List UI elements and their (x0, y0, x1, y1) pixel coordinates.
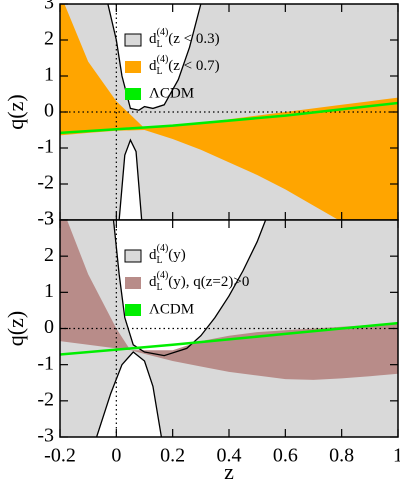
legend-base: d (149, 58, 157, 74)
boundary-line (107, 4, 202, 111)
boundary-line (112, 220, 267, 357)
band (60, 220, 398, 380)
y-tick-label: -1 (37, 136, 54, 158)
legend-label: ΛCDM (149, 301, 194, 317)
y-axis-title: q(z) (3, 311, 28, 346)
legend-swatch (125, 88, 141, 100)
y-tick-label: -3 (37, 425, 54, 447)
y-tick-label: 0 (44, 100, 54, 122)
x-tick-label: 0.4 (217, 445, 242, 467)
plot-area (60, 220, 398, 437)
x-tick-label: 0.2 (160, 445, 185, 467)
legend-swatch (124, 249, 142, 263)
legend-label: dL(4)(y), q(z=2)>0 (149, 270, 249, 293)
excluded-region (113, 220, 266, 356)
legend-swatch (125, 304, 141, 316)
legend-sub: L (157, 282, 163, 293)
y-tick-label: 2 (44, 28, 54, 50)
legend-base: d (149, 31, 157, 47)
legend-swatch (124, 33, 142, 47)
plot-area (60, 4, 398, 220)
y-tick-label: -2 (37, 388, 54, 410)
y-axis-title: q(z) (3, 94, 28, 129)
y-tick-label: -3 (37, 208, 54, 230)
y-tick-label: -2 (37, 172, 54, 194)
line (60, 321, 398, 356)
y-tick-label: 1 (44, 280, 54, 302)
excluded-region (96, 352, 162, 437)
band (60, 4, 398, 220)
legend-label: dL(4)(y) (149, 243, 186, 266)
legend-swatch (125, 61, 141, 73)
legend-base: d (149, 274, 157, 290)
legend-sup: (4) (157, 54, 169, 65)
legend-label: dL(4)(z < 0.3) (149, 27, 220, 50)
x-tick-label: 0 (111, 445, 121, 467)
x-tick-label: 1 (393, 445, 400, 467)
legend-sub: L (157, 39, 163, 50)
y-tick-label: 3 (44, 208, 54, 230)
legend-sup: (4) (157, 243, 169, 254)
boundary-line (118, 138, 143, 220)
legend-sup: (4) (157, 27, 169, 38)
legend-base: d (149, 247, 157, 263)
y-tick-label: -1 (37, 352, 54, 374)
legend-text: (y), q(z=2)>0 (168, 274, 249, 290)
y-tick-label: 1 (44, 64, 54, 86)
x-tick-label: -0.2 (44, 445, 76, 467)
x-tick-label: 0.8 (329, 445, 354, 467)
y-tick-label: 3 (44, 0, 54, 14)
x-tick-label: 0.6 (273, 445, 298, 467)
x-axis-title: z (224, 459, 234, 482)
legend-text: (z < 0.3) (168, 31, 219, 47)
excluded-region (107, 4, 201, 111)
y-tick-label: 2 (44, 244, 54, 266)
line (60, 101, 398, 135)
legend-sup: (4) (157, 270, 169, 281)
boundary-line (95, 351, 163, 437)
legend-swatch (125, 277, 141, 289)
legend-text: (z < 0.7) (168, 58, 219, 74)
legend-text: (y) (168, 247, 186, 263)
legend-label: ΛCDM (149, 85, 194, 101)
legend-label: dL(4)(z < 0.7) (149, 54, 220, 77)
legend-sub: L (157, 66, 163, 77)
y-tick-label: 0 (44, 316, 54, 338)
legend-sub: L (157, 255, 163, 266)
